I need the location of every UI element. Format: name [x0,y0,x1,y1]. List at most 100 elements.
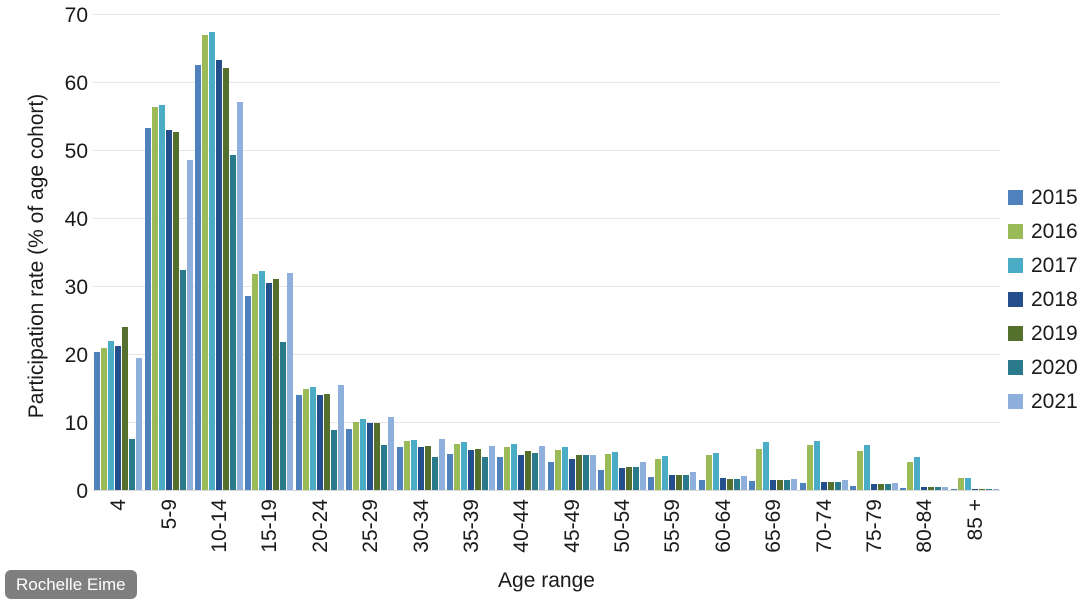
bar-2016-4[interactable] [101,347,108,490]
bar-2018-20-24[interactable] [316,394,323,490]
bar-2017-5-9[interactable] [158,105,165,490]
bar-2017-65-69[interactable] [763,442,770,490]
bar-2017-60-64[interactable] [712,452,719,490]
bar-2016-50-54[interactable] [605,453,612,490]
bar-2021-15-19[interactable] [287,273,294,490]
bar-2020-10-14[interactable] [229,155,236,490]
bar-2016-35-39[interactable] [453,443,460,490]
bar-2015-20-24[interactable] [295,394,302,490]
bar-2019-5-9[interactable] [172,132,179,490]
bar-2016-70-74[interactable] [806,445,813,490]
bar-2021-4[interactable] [136,358,143,490]
bar-2015-80-84[interactable] [900,487,907,490]
bar-2021-85 +[interactable] [992,489,999,490]
bar-2021-45-49[interactable] [589,454,596,490]
bar-2020-70-74[interactable] [834,481,841,490]
bar-2018-4[interactable] [115,345,122,490]
bar-2020-40-44[interactable] [532,453,539,490]
bar-2020-15-19[interactable] [280,341,287,490]
bar-2019-30-34[interactable] [424,445,431,490]
bar-2019-55-59[interactable] [676,475,683,490]
bar-2015-25-29[interactable] [346,429,353,490]
bar-2020-65-69[interactable] [784,479,791,490]
bar-2017-75-79[interactable] [864,445,871,490]
bar-2021-55-59[interactable] [690,471,697,490]
bar-2017-4[interactable] [108,341,115,490]
bar-2015-45-49[interactable] [547,462,554,490]
bar-2019-50-54[interactable] [626,466,633,490]
bar-2015-15-19[interactable] [245,295,252,490]
bar-2015-55-59[interactable] [648,477,655,490]
bar-2020-85 +[interactable] [985,489,992,490]
bar-2017-55-59[interactable] [662,456,669,490]
bar-2021-80-84[interactable] [942,486,949,490]
bar-2021-60-64[interactable] [740,476,747,490]
bar-2021-75-79[interactable] [892,483,899,490]
bar-2016-15-19[interactable] [252,274,259,490]
bar-2016-5-9[interactable] [151,107,158,490]
legend-item-2019[interactable]: 2019 [1008,322,1078,345]
bar-2021-35-39[interactable] [488,445,495,490]
bar-2019-45-49[interactable] [575,454,582,490]
bar-2017-35-39[interactable] [460,441,467,490]
bar-2015-5-9[interactable] [144,128,151,490]
bar-2015-35-39[interactable] [446,453,453,490]
bar-2016-25-29[interactable] [353,422,360,490]
legend-item-2018[interactable]: 2018 [1008,288,1078,311]
legend-item-2021[interactable]: 2021 [1008,390,1078,413]
bar-2015-70-74[interactable] [799,483,806,490]
bar-2015-60-64[interactable] [698,480,705,490]
bar-2016-20-24[interactable] [302,388,309,490]
bar-2017-70-74[interactable] [813,441,820,490]
bar-2018-50-54[interactable] [619,467,626,490]
bar-2018-35-39[interactable] [467,449,474,490]
bar-2018-5-9[interactable] [165,129,172,490]
bar-2015-10-14[interactable] [194,65,201,490]
bar-2021-25-29[interactable] [388,417,395,490]
bar-2015-40-44[interactable] [497,457,504,490]
bar-2016-45-49[interactable] [554,449,561,490]
bar-2016-40-44[interactable] [504,447,511,490]
bar-2019-35-39[interactable] [474,448,481,490]
bar-2019-40-44[interactable] [525,450,532,490]
bar-2016-10-14[interactable] [201,35,208,490]
bar-2020-55-59[interactable] [683,475,690,490]
bar-2016-55-59[interactable] [655,458,662,490]
bar-2019-10-14[interactable] [222,68,229,490]
legend-item-2015[interactable]: 2015 [1008,186,1078,209]
bar-2017-20-24[interactable] [309,387,316,490]
bar-2017-80-84[interactable] [914,457,921,490]
bar-2018-60-64[interactable] [719,478,726,490]
bar-2018-40-44[interactable] [518,454,525,490]
bar-2018-10-14[interactable] [215,59,222,490]
bar-2017-50-54[interactable] [612,451,619,490]
bar-2016-85 +[interactable] [957,478,964,490]
bar-2019-85 +[interactable] [978,489,985,490]
bar-2017-10-14[interactable] [208,31,215,490]
bar-2021-65-69[interactable] [791,479,798,490]
bar-2019-65-69[interactable] [777,479,784,490]
bar-2019-60-64[interactable] [726,479,733,490]
bar-2020-30-34[interactable] [431,457,438,490]
bar-2016-60-64[interactable] [705,454,712,490]
bar-2021-30-34[interactable] [438,439,445,490]
legend-item-2016[interactable]: 2016 [1008,220,1078,243]
bar-2018-65-69[interactable] [770,479,777,490]
bar-2018-75-79[interactable] [871,483,878,490]
bar-2018-25-29[interactable] [367,423,374,490]
bar-2019-80-84[interactable] [928,487,935,490]
bar-2017-45-49[interactable] [561,447,568,490]
bar-2019-20-24[interactable] [323,394,330,490]
bar-2016-75-79[interactable] [857,450,864,490]
bar-2021-5-9[interactable] [186,160,193,490]
bar-2021-20-24[interactable] [337,385,344,490]
bar-2017-15-19[interactable] [259,271,266,490]
bar-2017-30-34[interactable] [410,440,417,490]
bar-2016-65-69[interactable] [756,448,763,490]
bar-2020-20-24[interactable] [330,430,337,490]
bar-2021-40-44[interactable] [539,445,546,490]
bar-2020-50-54[interactable] [633,466,640,490]
bar-2018-45-49[interactable] [568,458,575,490]
bar-2019-4[interactable] [122,326,129,490]
bar-2019-15-19[interactable] [273,279,280,490]
